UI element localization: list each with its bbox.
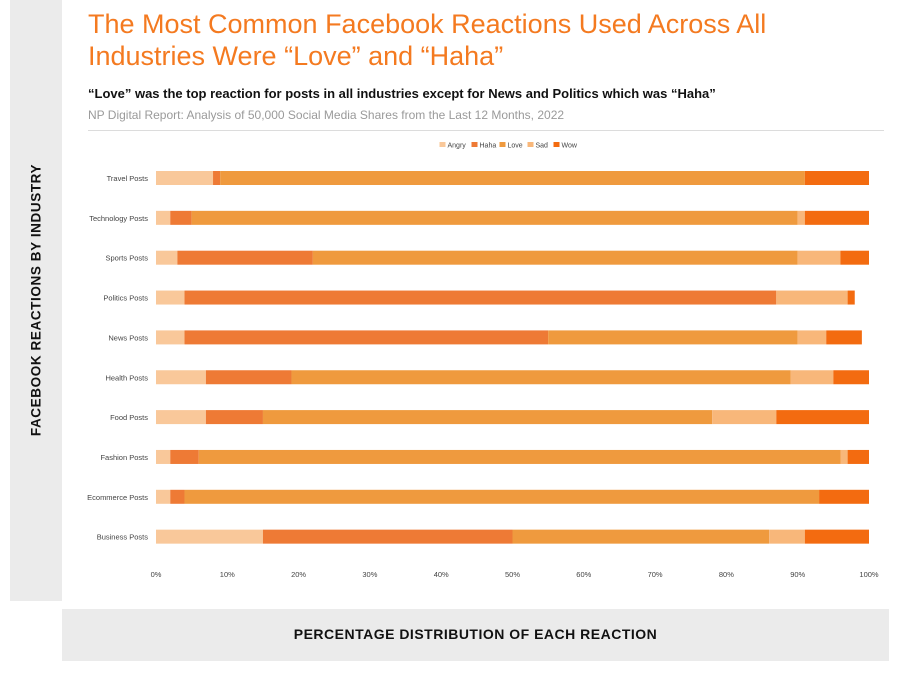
bar-health-posts-wow [833, 370, 869, 385]
bar-health-posts-haha [205, 370, 292, 385]
bar-ecommerce-posts-wow [819, 489, 869, 504]
bar-fashion-posts-angry [156, 449, 171, 464]
x-tick-label: 40% [434, 570, 449, 579]
legend-label-angry: Angry [448, 143, 467, 150]
x-tick-label: 100% [859, 570, 879, 579]
bar-food-posts-sad [712, 410, 777, 425]
bar-fashion-posts-haha [170, 449, 199, 464]
source-note: NP Digital Report: Analysis of 50,000 So… [88, 108, 565, 122]
x-tick-label: 10% [220, 570, 235, 579]
bar-travel-posts-angry [156, 171, 214, 185]
bar-technology-posts-angry [156, 210, 171, 225]
bar-fashion-posts-sad [840, 449, 848, 464]
bar-news-posts-wow [826, 330, 862, 345]
legend-label-haha: Haha [480, 143, 497, 150]
category-label-business-posts: Business Posts [97, 533, 149, 542]
legend-label-love: Love [508, 143, 523, 150]
x-tick-label: 90% [790, 570, 805, 579]
category-label-news-posts: News Posts [108, 333, 148, 342]
bar-technology-posts-wow [804, 210, 869, 225]
bar-food-posts-angry [156, 410, 206, 425]
y-axis-title-band [10, 0, 62, 601]
x-tick-label: 70% [648, 570, 663, 579]
bar-sports-posts-wow [840, 250, 869, 265]
bar-business-posts-haha [262, 529, 513, 544]
bar-food-posts-wow [776, 410, 869, 425]
x-axis-title-band: PERCENTAGE DISTRIBUTION OF EACH REACTION [62, 609, 889, 661]
bar-news-posts-haha [184, 330, 549, 345]
category-label-politics-posts: Politics Posts [103, 294, 148, 303]
bar-fashion-posts-love [198, 449, 841, 464]
category-label-travel-posts: Travel Posts [107, 174, 149, 183]
bar-sports-posts-haha [177, 250, 313, 265]
bar-business-posts-sad [769, 529, 805, 544]
bar-technology-posts-haha [170, 210, 192, 225]
bar-ecommerce-posts-love [184, 489, 820, 504]
bar-travel-posts-wow [804, 171, 869, 185]
bar-business-posts-angry [156, 529, 263, 544]
bar-travel-posts-love [220, 171, 805, 185]
bar-news-posts-angry [156, 330, 185, 345]
x-tick-label: 20% [291, 570, 306, 579]
bar-technology-posts-sad [797, 210, 805, 225]
category-label-food-posts: Food Posts [110, 413, 148, 422]
bar-news-posts-love [548, 330, 798, 345]
category-label-technology-posts: Technology Posts [89, 214, 148, 223]
x-axis-title: PERCENTAGE DISTRIBUTION OF EACH REACTION [293, 626, 658, 642]
bar-health-posts-angry [156, 370, 206, 385]
bar-travel-posts-haha [213, 171, 221, 185]
bar-food-posts-haha [205, 410, 263, 425]
legend-label-wow: Wow [562, 143, 578, 150]
category-label-health-posts: Health Posts [105, 373, 148, 382]
legend-swatch-haha [471, 142, 478, 147]
bar-technology-posts-love [191, 210, 798, 225]
bar-business-posts-love [512, 529, 770, 544]
bar-sports-posts-love [312, 250, 798, 265]
legend-swatch-sad [527, 142, 534, 147]
chart-title: The Most Common Facebook Reactions Used … [88, 9, 767, 71]
legend-label-sad: Sad [536, 143, 549, 150]
bar-business-posts-wow [804, 529, 869, 544]
chart-subtitle: “Love” was the top reaction for posts in… [88, 86, 716, 101]
x-tick-label: 30% [362, 570, 377, 579]
category-label-sports-posts: Sports Posts [105, 254, 148, 263]
x-tick-label: 60% [576, 570, 591, 579]
bar-sports-posts-angry [156, 250, 178, 265]
category-label-ecommerce-posts: Ecommerce Posts [87, 493, 148, 502]
legend-swatch-angry [439, 142, 446, 147]
stacked-bar-chart: Angry Haha Love Sad Wow Travel Posts Technolog… [87, 142, 879, 579]
bar-food-posts-love [262, 410, 713, 425]
bar-politics-posts-haha [184, 290, 777, 305]
bar-sports-posts-sad [797, 250, 841, 265]
bar-politics-posts-sad [776, 290, 848, 305]
x-tick-label: 50% [505, 570, 520, 579]
x-tick-label: 0% [151, 570, 162, 579]
bar-politics-posts-angry [156, 290, 185, 305]
bar-health-posts-sad [790, 370, 834, 385]
bar-ecommerce-posts-angry [156, 489, 171, 504]
bar-health-posts-love [291, 370, 791, 385]
legend-swatch-wow [553, 142, 560, 147]
x-tick-label: 80% [719, 570, 734, 579]
header-divider [88, 130, 884, 131]
bar-news-posts-sad [797, 330, 827, 345]
category-label-fashion-posts: Fashion Posts [100, 453, 148, 462]
bar-politics-posts-wow [847, 290, 855, 305]
y-axis-title: FACEBOOK REACTIONS BY INDUSTRY [28, 163, 44, 437]
bar-fashion-posts-wow [847, 449, 869, 464]
bar-ecommerce-posts-haha [170, 489, 185, 504]
legend-swatch-love [499, 142, 506, 147]
